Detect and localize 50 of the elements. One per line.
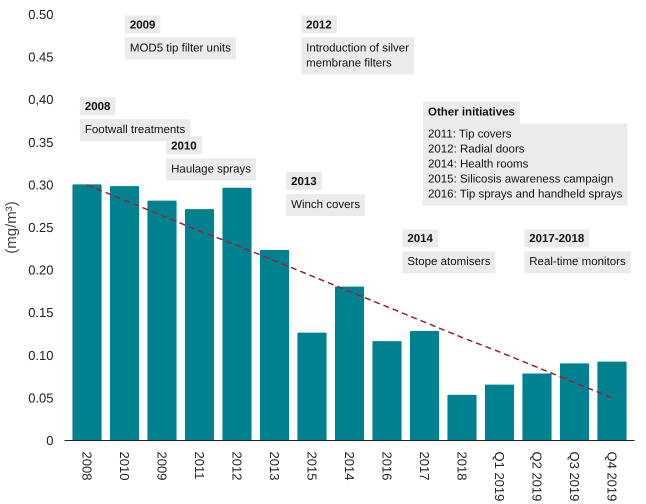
annotation: 2009 MOD5 tip filter units bbox=[130, 19, 232, 54]
x-tick-label: 2013 bbox=[267, 452, 282, 480]
bar bbox=[484, 384, 514, 440]
x-tick-label: 2012 bbox=[230, 452, 244, 480]
y-tick-label: 0.30 bbox=[28, 177, 54, 192]
x-tick-label: Q4 2019 bbox=[604, 452, 620, 502]
y-tick-label: 0.25 bbox=[28, 220, 54, 235]
x-tick-label: 2008 bbox=[80, 452, 94, 480]
bar bbox=[222, 188, 252, 440]
y-tick-label: 0.05 bbox=[28, 390, 54, 406]
bar bbox=[522, 374, 552, 440]
x-tick-label: 2016 bbox=[380, 452, 394, 480]
bar bbox=[184, 209, 214, 440]
y-tick-label: 0,40 bbox=[28, 92, 54, 108]
bar bbox=[597, 362, 627, 440]
x-tick-label: 2011 bbox=[192, 452, 207, 480]
bar bbox=[447, 394, 477, 440]
y-tick-label: 0.15 bbox=[28, 305, 54, 320]
annotation: 2013 Winch covers bbox=[291, 176, 360, 212]
y-tick-label: 0.10 bbox=[28, 348, 54, 363]
y-tick-label: 0.45 bbox=[28, 50, 54, 65]
bar bbox=[334, 286, 364, 440]
x-tick-label: 2009 bbox=[154, 452, 170, 480]
bar bbox=[147, 200, 177, 440]
x-tick-label: 2014 bbox=[342, 452, 357, 480]
bar bbox=[260, 250, 290, 440]
x-tick-label: 2017 bbox=[417, 452, 432, 480]
y-tick-label: 0.50 bbox=[28, 7, 54, 22]
y-tick-label: 0.35 bbox=[28, 134, 54, 150]
x-tick-label: 2015 bbox=[304, 452, 320, 480]
x-tick-label: Q2 2019 bbox=[530, 452, 544, 502]
annotation: 2008 Footwall treatments bbox=[84, 101, 186, 136]
y-axis-title: (mg/m³) bbox=[3, 201, 20, 254]
annotation: 2014 Stope atomisers bbox=[407, 233, 491, 268]
bar bbox=[110, 186, 140, 440]
x-tick-label: Q1 2019 bbox=[492, 452, 507, 502]
y-tick-label: 0.20 bbox=[28, 262, 54, 278]
x-tick-label: 2018 bbox=[454, 452, 470, 480]
annotation: Other initiatives 2011: Tip covers 2012: Radial doors 2014: Health rooms 2015: Silicosis awareness campaign 2016: Tip sprays and handheld sprays bbox=[428, 106, 623, 200]
x-tick-label: 2010 bbox=[117, 452, 132, 480]
bar bbox=[410, 330, 440, 440]
bar bbox=[372, 341, 402, 440]
annotation: 2012 Introduction of silver membrane filters bbox=[306, 19, 410, 70]
annotation: 2010 Haulage sprays bbox=[171, 140, 252, 176]
bar bbox=[560, 363, 590, 440]
bar bbox=[72, 184, 102, 440]
bar bbox=[297, 332, 327, 440]
annotation: 2017-2018 Real-time monitors bbox=[529, 233, 626, 268]
y-tick-label: 0 bbox=[46, 433, 54, 448]
x-tick-label: Q3 2019 bbox=[567, 452, 582, 502]
